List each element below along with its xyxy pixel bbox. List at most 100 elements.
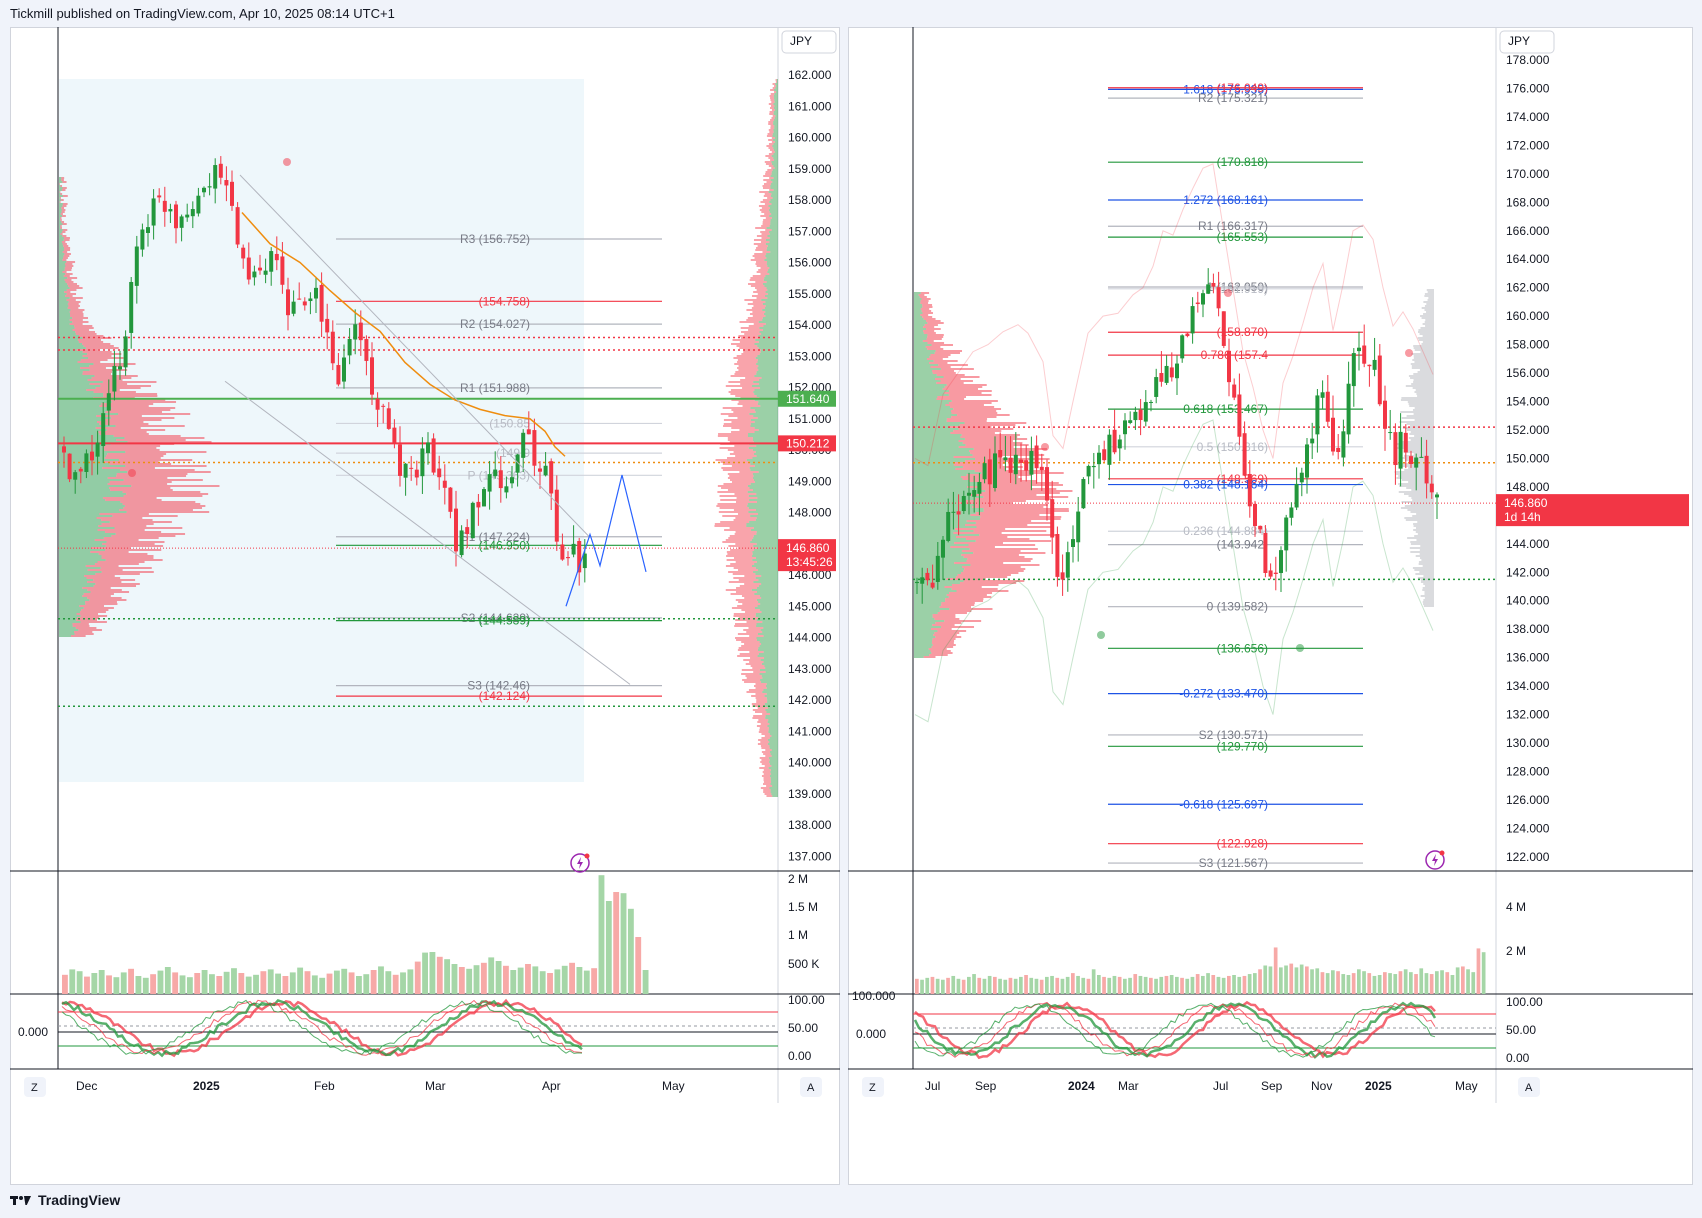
price-tick-label: 134.000	[1506, 679, 1550, 693]
volume-profile-buy-bar	[59, 513, 100, 515]
right-profile-buy-bar	[757, 649, 778, 651]
right-profile-sell-bar	[731, 431, 755, 433]
volume-profile-sell-bar	[101, 519, 153, 521]
right-profile-buy-bar	[746, 459, 778, 461]
volume-profile-buy-bar	[914, 626, 942, 628]
volume-profile-buy-bar	[59, 265, 66, 267]
right-profile-sell-bar	[755, 281, 767, 283]
volume-bar	[1019, 976, 1023, 994]
volume-profile-buy-bar	[914, 642, 932, 644]
volume-bar	[260, 971, 267, 994]
volume-profile-sell-bar	[91, 547, 131, 549]
alert-lightning-icon	[570, 853, 590, 873]
right-profile-sell-bar	[759, 727, 769, 729]
right-profile-buy-bar	[774, 127, 778, 129]
candle-body	[972, 490, 977, 497]
right-profile-buy-bar	[774, 93, 778, 95]
candle-body	[1112, 429, 1117, 453]
volume-profile-buy-bar	[914, 382, 937, 384]
right-profile-sell-bar	[769, 95, 774, 97]
session-profile-bar	[1407, 509, 1434, 511]
volume-bar	[120, 972, 127, 994]
right-profile-buy-bar	[773, 95, 778, 97]
volume-profile-buy-bar	[59, 433, 100, 435]
right-profile-sell-bar	[765, 217, 772, 219]
candle-body	[543, 465, 548, 476]
volume-profile-sell-bar	[932, 624, 955, 626]
right-profile-buy-bar	[755, 411, 778, 413]
volume-profile-buy-bar	[59, 599, 90, 601]
volume-profile-sell-bar	[120, 469, 195, 471]
volume-profile-sell-bar	[67, 307, 79, 309]
right-profile-sell-bar	[733, 613, 756, 615]
volume-profile-sell-bar	[955, 468, 1007, 470]
volume-profile-buy-bar	[914, 454, 973, 456]
chart-panel-daily[interactable]: R3 (156.752) (154.758) R2 (154.027) R1 (151…	[10, 27, 840, 1185]
right-profile-sell-bar	[756, 289, 768, 291]
session-profile-bar	[1411, 497, 1434, 499]
chart-panel-weekly[interactable]: 1.618 (175.935) (176.049) R2 (175.321) (170…	[848, 27, 1693, 1185]
right-profile-sell-bar	[730, 389, 755, 391]
time-axis-label: Nov	[1311, 1079, 1332, 1093]
right-profile-sell-bar	[729, 475, 754, 477]
volume-bar	[1045, 976, 1049, 994]
session-profile-bar	[1406, 423, 1434, 425]
volume-bar	[1003, 979, 1008, 994]
volume-bar	[194, 973, 201, 994]
daily-chart-svg[interactable]: R3 (156.752)(154.758)R2 (154.027)R1 (151…	[10, 27, 840, 1185]
volume-profile-sell-bar	[65, 281, 74, 283]
volume-profile-sell-bar	[93, 585, 137, 587]
right-profile-buy-bar	[748, 447, 778, 449]
volume-bar	[1050, 975, 1054, 994]
volume-profile-sell-bar	[923, 318, 936, 320]
volume-bar	[1481, 952, 1486, 994]
right-profile-sell-bar	[771, 137, 775, 139]
weekly-chart-svg[interactable]: 1.618 (175.935)(176.049)R2 (175.321)(170…	[848, 27, 1693, 1185]
candle-body	[347, 339, 352, 356]
volume-profile-buy-bar	[59, 453, 108, 455]
price-tag-box	[778, 390, 836, 407]
volume-profile-buy-bar	[59, 329, 73, 331]
volume-profile-sell-bar	[107, 477, 168, 479]
volume-bar	[627, 908, 634, 994]
right-profile-sell-bar	[735, 517, 757, 519]
candle-body	[426, 442, 430, 454]
session-profile-bar	[1398, 491, 1434, 493]
right-profile-buy-bar	[769, 741, 778, 743]
volume-profile-buy-bar	[914, 522, 976, 524]
candle-body	[1091, 465, 1096, 468]
session-profile-bar	[1417, 577, 1434, 579]
candle-body	[1159, 372, 1164, 382]
volume-profile-sell-bar	[70, 315, 84, 317]
right-profile-buy-bar	[766, 281, 778, 283]
volume-profile-buy-bar	[914, 458, 976, 460]
volume-profile-buy-bar	[59, 185, 61, 187]
volume-profile-sell-bar	[61, 179, 64, 181]
level-label: (148.569)	[1217, 472, 1268, 486]
volume-profile-buy-bar	[914, 436, 961, 438]
right-profile-buy-bar	[769, 237, 778, 239]
volume-profile-sell-bar	[941, 604, 975, 606]
right-profile-sell-bar	[747, 303, 763, 305]
right-profile-buy-bar	[770, 777, 778, 779]
volume-profile-sell-bar	[69, 319, 83, 321]
candle-body	[1055, 534, 1060, 577]
right-profile-buy-bar	[774, 97, 778, 99]
volume-profile-sell-bar	[67, 303, 79, 305]
session-profile-bar	[1407, 429, 1434, 431]
right-profile-buy-bar	[763, 635, 778, 637]
price-tick-label: 139.000	[788, 787, 832, 801]
volume-profile-buy-bar	[914, 562, 955, 564]
volume-bar	[1476, 948, 1481, 994]
volume-profile-buy-bar	[59, 387, 96, 389]
volume-profile-sell-bar	[105, 549, 162, 551]
volume-profile-sell-bar	[958, 440, 1013, 442]
volume-bar	[1013, 978, 1018, 994]
right-profile-sell-bar	[731, 409, 755, 411]
right-profile-buy-bar	[773, 143, 778, 145]
right-profile-buy-bar	[753, 545, 778, 547]
volume-bar	[1450, 975, 1455, 994]
tradingview-footer[interactable]: TradingView	[10, 1192, 120, 1208]
right-profile-sell-bar	[764, 793, 772, 795]
session-profile-bar	[1415, 573, 1434, 575]
